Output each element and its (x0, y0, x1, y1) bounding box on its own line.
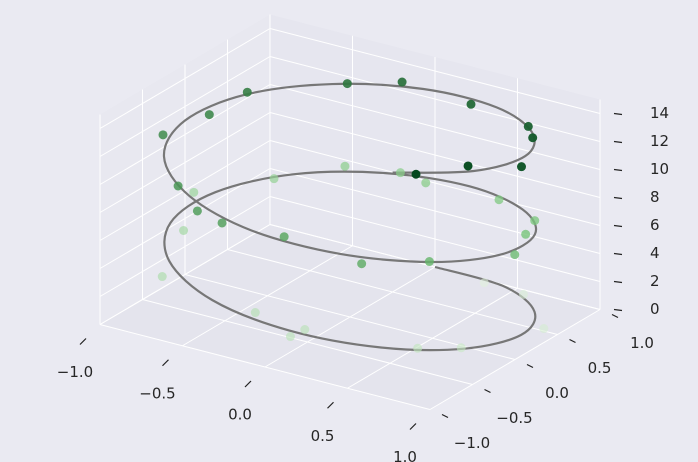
scatter-point (530, 216, 540, 226)
scatter-point (539, 324, 549, 334)
grid-line (99, 324, 431, 410)
grid-line (99, 224, 271, 325)
scatter-point (519, 289, 529, 299)
scatter-point (204, 110, 214, 120)
scatter-point (300, 325, 310, 334)
z-tick-label: 6 (650, 216, 660, 234)
grid-line (269, 140, 601, 226)
scatter-point (463, 161, 473, 171)
tick-mark (613, 224, 623, 228)
scatter-point (157, 272, 167, 282)
tick-mark (569, 338, 576, 344)
tick-mark (613, 308, 623, 312)
scatter-point (395, 168, 405, 178)
x-tick-label: 0.5 (311, 427, 335, 445)
grid-line (269, 112, 601, 198)
grid-line (99, 168, 271, 269)
z-tick-label: 4 (650, 244, 660, 262)
z-tick-label: 0 (650, 300, 660, 318)
grid-line (142, 299, 473, 385)
scatter-point (421, 178, 431, 188)
grid-line (269, 168, 601, 254)
x-tick-label: 1.0 (393, 448, 417, 462)
scatter-point (413, 343, 423, 353)
scatter-point (342, 79, 352, 89)
scatter-point (340, 161, 350, 171)
scatter-point (189, 187, 199, 197)
z-tick-label: 14 (650, 104, 669, 122)
scatter-point (173, 181, 183, 191)
scatter-point (466, 99, 476, 109)
grid-line (269, 56, 601, 142)
grid-line (227, 249, 558, 335)
x-tick-label: −1.0 (57, 363, 93, 381)
grid-line (269, 196, 601, 282)
scatter-point (158, 130, 168, 140)
y-tick-label: 1.0 (630, 334, 654, 352)
scatter-point (269, 174, 279, 184)
z-tick-label: 8 (650, 188, 660, 206)
scatter-point (411, 169, 421, 179)
y-tick-label: 0.5 (588, 359, 612, 377)
scatter-point (528, 133, 538, 143)
scatter-point (285, 332, 295, 342)
scatter-point (424, 257, 434, 267)
grid-line (269, 28, 601, 114)
tick-mark (409, 423, 417, 430)
tick-mark (441, 413, 449, 419)
y-tick-label: −1.0 (454, 434, 490, 452)
tick-mark (162, 359, 169, 367)
x-tick-label: 0.0 (228, 406, 252, 424)
grid-line (99, 140, 271, 241)
tick-mark (79, 338, 87, 345)
grid-line (99, 28, 271, 129)
scatter-point (521, 229, 531, 239)
grid-line (99, 56, 271, 157)
scatter-point (479, 278, 489, 288)
scatter-point (179, 226, 189, 235)
scatter-point (523, 121, 533, 131)
x-tick-label: −0.5 (139, 384, 175, 402)
scatter-point (192, 206, 202, 216)
z-tick-label: 10 (650, 160, 669, 178)
tick-mark (244, 380, 252, 388)
tick-mark (613, 252, 623, 256)
scatter-point (250, 308, 260, 318)
scatter-point (510, 250, 520, 260)
grid-line (99, 84, 271, 185)
tick-mark (327, 401, 334, 409)
tick-mark (613, 196, 623, 200)
y-tick-label: −0.5 (496, 409, 532, 427)
scatter-point (357, 259, 367, 269)
scatter-point (494, 195, 504, 205)
tick-mark (613, 140, 623, 144)
tick-mark (526, 363, 534, 369)
scatter-point (456, 343, 466, 353)
tick-mark (613, 280, 623, 284)
z-tick-label: 12 (650, 132, 669, 150)
y-tick-label: 0.0 (545, 384, 569, 402)
scatter-point (242, 87, 252, 97)
helix-line (162, 82, 538, 352)
grid-line (99, 196, 271, 297)
tick-mark (613, 112, 623, 116)
grid-line (99, 112, 271, 213)
z-tick-label: 2 (650, 272, 660, 290)
scatter-point (217, 218, 227, 228)
grid-line (269, 84, 601, 170)
scatter-point (517, 162, 526, 172)
scatter-point (279, 232, 289, 242)
scatter-point (397, 77, 407, 87)
tick-mark (613, 168, 623, 172)
tick-mark (611, 313, 619, 319)
tick-mark (484, 388, 491, 394)
